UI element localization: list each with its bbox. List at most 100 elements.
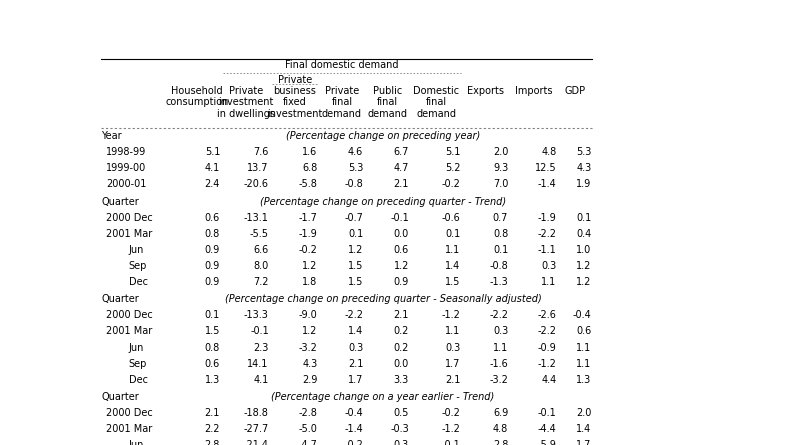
- Text: 8.0: 8.0: [254, 261, 269, 271]
- Text: Domestic
final
demand: Domestic final demand: [413, 85, 459, 119]
- Text: -4.7: -4.7: [299, 440, 318, 445]
- Text: -0.2: -0.2: [442, 408, 461, 418]
- Text: Private
investment
in dwellings: Private investment in dwellings: [217, 85, 275, 119]
- Text: -0.9: -0.9: [538, 343, 556, 352]
- Text: -0.2: -0.2: [344, 440, 363, 445]
- Text: 2.1: 2.1: [394, 311, 409, 320]
- Text: 0.1: 0.1: [205, 311, 220, 320]
- Text: -9.0: -9.0: [299, 311, 318, 320]
- Text: 4.8: 4.8: [493, 424, 509, 434]
- Text: 1.3: 1.3: [205, 375, 220, 385]
- Text: GDP: GDP: [565, 85, 586, 96]
- Text: 2.8: 2.8: [204, 440, 220, 445]
- Text: 1.1: 1.1: [493, 343, 509, 352]
- Text: -0.4: -0.4: [344, 408, 363, 418]
- Text: 0.1: 0.1: [576, 213, 592, 223]
- Text: -0.3: -0.3: [390, 424, 409, 434]
- Text: -1.6: -1.6: [490, 359, 509, 369]
- Text: 0.3: 0.3: [493, 327, 509, 336]
- Text: 6.9: 6.9: [493, 408, 509, 418]
- Text: -0.1: -0.1: [390, 213, 409, 223]
- Text: 4.6: 4.6: [348, 147, 363, 157]
- Text: 4.7: 4.7: [394, 163, 409, 174]
- Text: Jun: Jun: [129, 245, 144, 255]
- Text: Private
final
demand: Private final demand: [322, 85, 362, 119]
- Text: -2.8: -2.8: [299, 408, 318, 418]
- Text: 4.3: 4.3: [303, 359, 318, 369]
- Text: -4.4: -4.4: [538, 424, 556, 434]
- Text: Jun: Jun: [129, 343, 144, 352]
- Text: 12.5: 12.5: [534, 163, 556, 174]
- Text: 1.5: 1.5: [348, 277, 363, 287]
- Text: 0.9: 0.9: [205, 261, 220, 271]
- Text: 0.1: 0.1: [493, 245, 509, 255]
- Text: 1.2: 1.2: [576, 277, 592, 287]
- Text: 5.3: 5.3: [348, 163, 363, 174]
- Text: (Percentage change on preceding year): (Percentage change on preceding year): [286, 131, 480, 141]
- Text: 1.7: 1.7: [348, 375, 363, 385]
- Text: 5.1: 5.1: [446, 147, 461, 157]
- Text: 5.1: 5.1: [204, 147, 220, 157]
- Text: 0.9: 0.9: [205, 245, 220, 255]
- Text: 2.1: 2.1: [446, 375, 461, 385]
- Text: 2.0: 2.0: [576, 408, 592, 418]
- Text: 2.0: 2.0: [493, 147, 509, 157]
- Text: 2000 Dec: 2000 Dec: [106, 213, 153, 223]
- Text: -0.1: -0.1: [250, 327, 269, 336]
- Text: 2000 Dec: 2000 Dec: [106, 408, 153, 418]
- Text: 1.6: 1.6: [303, 147, 318, 157]
- Text: -1.7: -1.7: [299, 213, 318, 223]
- Text: 1.2: 1.2: [394, 261, 409, 271]
- Text: -0.7: -0.7: [344, 213, 363, 223]
- Text: -1.2: -1.2: [442, 311, 461, 320]
- Text: -13.1: -13.1: [244, 213, 269, 223]
- Text: 4.1: 4.1: [205, 163, 220, 174]
- Text: 0.2: 0.2: [394, 327, 409, 336]
- Text: Final domestic demand: Final domestic demand: [285, 60, 399, 70]
- Text: -18.8: -18.8: [244, 408, 269, 418]
- Text: -0.6: -0.6: [442, 213, 461, 223]
- Text: business
fixed
investment: business fixed investment: [267, 85, 322, 119]
- Text: 5.3: 5.3: [576, 147, 592, 157]
- Text: 0.1: 0.1: [348, 229, 363, 239]
- Text: 0.8: 0.8: [493, 229, 509, 239]
- Text: -1.4: -1.4: [344, 424, 363, 434]
- Text: -13.3: -13.3: [244, 311, 269, 320]
- Text: 2.4: 2.4: [204, 179, 220, 190]
- Text: Imports: Imports: [515, 85, 553, 96]
- Text: 0.9: 0.9: [205, 277, 220, 287]
- Text: 2001 Mar: 2001 Mar: [106, 229, 152, 239]
- Text: 0.3: 0.3: [394, 440, 409, 445]
- Text: (Percentage change on a year earlier - Trend): (Percentage change on a year earlier - T…: [271, 392, 494, 402]
- Text: 1.4: 1.4: [576, 424, 592, 434]
- Text: -5.9: -5.9: [538, 440, 556, 445]
- Text: Quarter: Quarter: [101, 197, 139, 206]
- Text: Household
consumption: Household consumption: [166, 85, 229, 107]
- Text: 2001 Mar: 2001 Mar: [106, 327, 152, 336]
- Text: 4.4: 4.4: [541, 375, 556, 385]
- Text: -0.2: -0.2: [442, 179, 461, 190]
- Text: 0.0: 0.0: [394, 359, 409, 369]
- Text: -1.1: -1.1: [538, 245, 556, 255]
- Text: Exports: Exports: [468, 85, 505, 96]
- Text: 2.2: 2.2: [204, 424, 220, 434]
- Text: -27.7: -27.7: [244, 424, 269, 434]
- Text: 1.9: 1.9: [576, 179, 592, 190]
- Text: Year: Year: [101, 131, 122, 141]
- Text: 13.7: 13.7: [248, 163, 269, 174]
- Text: 1.2: 1.2: [348, 245, 363, 255]
- Text: -1.4: -1.4: [538, 179, 556, 190]
- Text: 1998-99: 1998-99: [106, 147, 146, 157]
- Text: 0.3: 0.3: [446, 343, 461, 352]
- Text: Sep: Sep: [129, 359, 147, 369]
- Text: 6.8: 6.8: [303, 163, 318, 174]
- Text: -0.8: -0.8: [490, 261, 509, 271]
- Text: (Percentage change on preceding quarter - Seasonally adjusted): (Percentage change on preceding quarter …: [225, 294, 542, 304]
- Text: 0.2: 0.2: [394, 343, 409, 352]
- Text: 7.6: 7.6: [253, 147, 269, 157]
- Text: 2.1: 2.1: [204, 408, 220, 418]
- Text: 0.8: 0.8: [205, 229, 220, 239]
- Text: 9.3: 9.3: [493, 163, 509, 174]
- Text: 0.8: 0.8: [205, 343, 220, 352]
- Text: 0.3: 0.3: [541, 261, 556, 271]
